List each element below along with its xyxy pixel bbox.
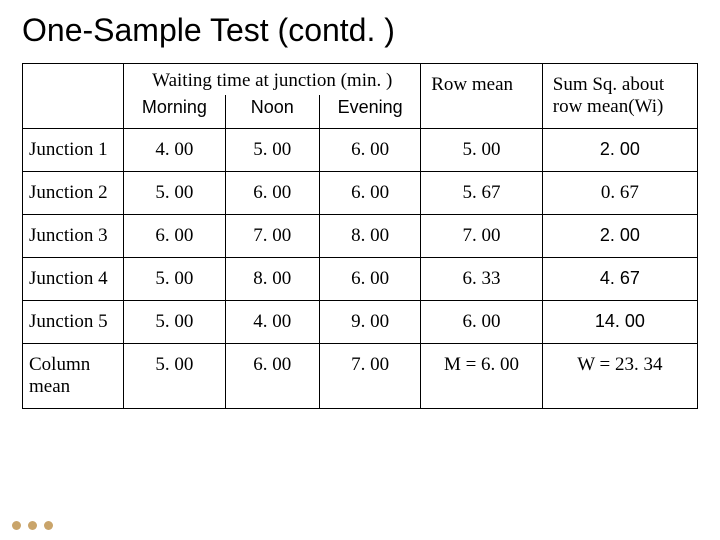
cell: 5. 00 [124, 258, 225, 301]
cell: 14. 00 [542, 301, 697, 344]
table-row: Junction 2 5. 00 6. 00 6. 00 5. 67 0. 67 [23, 172, 698, 215]
cell: 5. 00 [124, 172, 225, 215]
row-label: Junction 2 [23, 172, 124, 215]
header-evening: Evening [320, 95, 421, 128]
cell: M = 6. 00 [421, 344, 543, 409]
cell: 5. 00 [225, 129, 320, 172]
decor-dot [28, 521, 37, 530]
cell: 4. 67 [542, 258, 697, 301]
data-table: Waiting time at junction (min. ) Row mea… [22, 63, 698, 409]
table-row: Column mean 5. 00 6. 00 7. 00 M = 6. 00 … [23, 344, 698, 409]
cell: 6. 00 [320, 258, 421, 301]
cell: 7. 00 [320, 344, 421, 409]
cell: 2. 00 [542, 215, 697, 258]
cell: 6. 00 [320, 129, 421, 172]
cell: 0. 67 [542, 172, 697, 215]
row-label: Junction 1 [23, 129, 124, 172]
decor-dot [12, 521, 21, 530]
cell: 5. 00 [421, 129, 543, 172]
table-row: Junction 3 6. 00 7. 00 8. 00 7. 00 2. 00 [23, 215, 698, 258]
cell: 5. 00 [124, 344, 225, 409]
cell: 9. 00 [320, 301, 421, 344]
header-noon: Noon [225, 95, 320, 128]
slide-title: One-Sample Test (contd. ) [22, 12, 698, 49]
cell: 6. 33 [421, 258, 543, 301]
row-label: Junction 4 [23, 258, 124, 301]
cell: 4. 00 [124, 129, 225, 172]
cell: 7. 00 [421, 215, 543, 258]
header-blank [23, 64, 124, 129]
cell: 5. 67 [421, 172, 543, 215]
header-rowmean: Row mean [421, 64, 543, 129]
decor-dot [44, 521, 53, 530]
table-row: Junction 5 5. 00 4. 00 9. 00 6. 00 14. 0… [23, 301, 698, 344]
cell: 8. 00 [225, 258, 320, 301]
row-label: Column mean [23, 344, 124, 409]
cell: 7. 00 [225, 215, 320, 258]
cell: 2. 00 [542, 129, 697, 172]
table-row: Junction 1 4. 00 5. 00 6. 00 5. 00 2. 00 [23, 129, 698, 172]
cell: 5. 00 [124, 301, 225, 344]
cell: 6. 00 [320, 172, 421, 215]
header-sumsq: Sum Sq. about row mean(Wi) [542, 64, 697, 129]
cell: 6. 00 [225, 172, 320, 215]
cell: 4. 00 [225, 301, 320, 344]
table-row: Junction 4 5. 00 8. 00 6. 00 6. 33 4. 67 [23, 258, 698, 301]
cell: 6. 00 [225, 344, 320, 409]
cell: 6. 00 [124, 215, 225, 258]
row-label: Junction 3 [23, 215, 124, 258]
row-label: Junction 5 [23, 301, 124, 344]
cell: 8. 00 [320, 215, 421, 258]
header-morning: Morning [124, 95, 225, 128]
table-header-row-1: Waiting time at junction (min. ) Row mea… [23, 64, 698, 96]
cell: 6. 00 [421, 301, 543, 344]
cell: W = 23. 34 [542, 344, 697, 409]
header-spanner: Waiting time at junction (min. ) [124, 64, 421, 96]
